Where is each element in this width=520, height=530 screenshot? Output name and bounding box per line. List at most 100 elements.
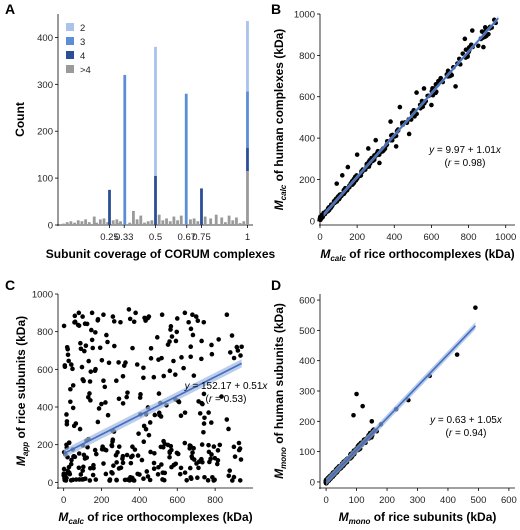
data-point bbox=[167, 368, 173, 374]
data-point bbox=[111, 319, 117, 324]
bar-gray bbox=[76, 220, 80, 225]
bar-gray bbox=[224, 222, 227, 225]
data-point bbox=[97, 345, 103, 351]
bar-gray bbox=[150, 220, 154, 225]
data-point bbox=[120, 460, 126, 466]
x-tick-label-d: 200 bbox=[379, 495, 395, 506]
data-point bbox=[107, 478, 113, 483]
bar-gray bbox=[242, 221, 246, 225]
data-point bbox=[121, 363, 127, 368]
data-point bbox=[116, 466, 122, 471]
data-point bbox=[215, 458, 221, 463]
bar-gray bbox=[214, 214, 218, 225]
bar-gray bbox=[203, 216, 207, 225]
data-point bbox=[158, 414, 164, 419]
data-point bbox=[101, 312, 106, 318]
data-point bbox=[182, 310, 188, 316]
bar-segment bbox=[154, 175, 157, 225]
data-point bbox=[104, 332, 109, 338]
data-point bbox=[156, 357, 161, 362]
bar-segment bbox=[108, 189, 111, 225]
bar-gray bbox=[220, 217, 224, 225]
data-point bbox=[113, 452, 119, 458]
x-axis-title-c: Mcalc of rice orthocomplexes (kDa) bbox=[58, 510, 252, 526]
data-point bbox=[206, 442, 211, 448]
data-point bbox=[209, 452, 214, 457]
data-point bbox=[211, 444, 217, 449]
data-point bbox=[95, 419, 101, 425]
bar-gray bbox=[165, 218, 168, 225]
data-point bbox=[377, 160, 382, 166]
data-point bbox=[73, 477, 79, 482]
data-point bbox=[76, 451, 82, 456]
data-point bbox=[209, 342, 214, 348]
data-point bbox=[227, 468, 233, 473]
points-c bbox=[61, 307, 244, 483]
data-point bbox=[226, 473, 232, 479]
y-axis-title-d: Mmono of human subunits (kDa) bbox=[272, 303, 288, 479]
x-tick-label-c: 600 bbox=[169, 495, 185, 506]
bar-segment bbox=[123, 74, 127, 225]
data-point bbox=[125, 390, 130, 395]
bar-gray bbox=[157, 214, 161, 225]
data-point bbox=[63, 472, 68, 477]
x-tick-label-b: 800 bbox=[461, 232, 477, 243]
data-point bbox=[110, 471, 115, 476]
bar-gray bbox=[128, 222, 132, 225]
data-point bbox=[182, 440, 188, 446]
data-point bbox=[195, 475, 200, 481]
bar-gray bbox=[65, 222, 69, 225]
data-point bbox=[145, 474, 151, 479]
data-point bbox=[217, 442, 223, 448]
data-point bbox=[229, 333, 235, 338]
data-point bbox=[191, 373, 197, 378]
data-point bbox=[82, 348, 87, 354]
data-point bbox=[90, 345, 96, 351]
bar-gray bbox=[87, 222, 91, 225]
x-tick-label-b: 400 bbox=[386, 232, 402, 243]
x-axis-title-a: Subunit coverage of CORUM complexes bbox=[46, 247, 276, 261]
data-point bbox=[103, 400, 108, 405]
data-point bbox=[188, 344, 194, 350]
data-point bbox=[72, 313, 78, 319]
data-point bbox=[83, 343, 89, 348]
data-point bbox=[354, 391, 359, 397]
data-point bbox=[205, 478, 211, 483]
data-point bbox=[88, 369, 94, 374]
data-point bbox=[184, 477, 190, 483]
data-point bbox=[93, 451, 99, 457]
bar-gray bbox=[117, 223, 121, 225]
bar-gray bbox=[179, 215, 183, 225]
data-point bbox=[147, 477, 153, 483]
data-point bbox=[197, 411, 203, 416]
data-point bbox=[201, 429, 206, 435]
bar-segment bbox=[246, 21, 249, 92]
y-tick-label-c: 800 bbox=[37, 327, 53, 338]
data-point bbox=[146, 314, 152, 319]
bar-gray bbox=[111, 220, 115, 225]
y-axis-title-b: Mcalc of human complexes (kDa) bbox=[272, 29, 288, 211]
y-tick-label-d: 500 bbox=[299, 326, 315, 337]
data-point bbox=[101, 461, 106, 466]
data-point bbox=[106, 360, 112, 366]
data-point bbox=[196, 465, 201, 471]
data-point bbox=[351, 412, 356, 418]
data-point bbox=[68, 478, 74, 483]
data-point bbox=[135, 453, 141, 458]
y-tick-label-b: 0 bbox=[310, 216, 315, 227]
panel-letter-a: A bbox=[5, 1, 15, 17]
data-point bbox=[182, 410, 188, 415]
data-point bbox=[103, 447, 109, 453]
data-point bbox=[354, 152, 360, 157]
data-point bbox=[174, 450, 180, 456]
x-tick-label-a: 0.5 bbox=[149, 232, 162, 243]
legend-label: >4 bbox=[80, 65, 91, 76]
data-point bbox=[88, 398, 93, 403]
bar-gray bbox=[146, 221, 150, 225]
x-tick-label-a: 0.25 bbox=[100, 232, 119, 243]
y-tick-label-d: 100 bbox=[299, 447, 315, 458]
data-point bbox=[168, 443, 174, 449]
bar-segment bbox=[246, 91, 249, 148]
data-point bbox=[118, 319, 123, 325]
data-point bbox=[239, 344, 244, 350]
